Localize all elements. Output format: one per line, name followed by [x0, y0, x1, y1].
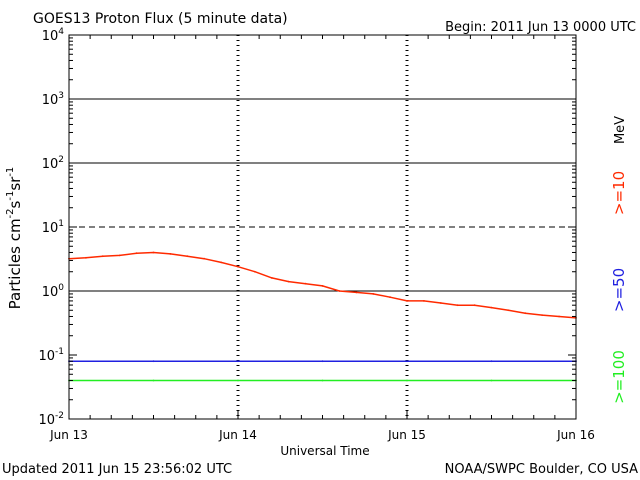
data-point	[321, 379, 324, 382]
legend-unit: MeV	[613, 116, 628, 144]
data-point	[406, 379, 408, 382]
data-point	[338, 290, 341, 292]
x-tick-label: Jun 16	[556, 428, 595, 442]
data-point	[473, 304, 476, 307]
data-point	[558, 315, 560, 318]
data-point	[237, 265, 239, 268]
data-point	[186, 255, 189, 258]
series-layer	[68, 251, 577, 382]
data-point	[406, 360, 408, 363]
data-point	[270, 277, 273, 279]
credit-label: NOAA/SWPC Boulder, CO USA	[445, 462, 638, 477]
data-point	[101, 255, 104, 258]
y-axis: 10-2 10-1 100 101 102 103 104	[38, 27, 576, 428]
y-tick-label: 100	[42, 283, 65, 300]
day-boundary-ticks	[236, 35, 409, 419]
y-tick-label: 104	[42, 27, 65, 44]
data-point	[439, 302, 442, 304]
y-tick-label: 10-2	[38, 411, 64, 428]
threshold-grid	[69, 98, 576, 292]
data-point	[254, 270, 256, 273]
legend-entry: >=10	[610, 171, 628, 215]
energy-legend: MeV >=10 >=50 >=100	[610, 116, 628, 404]
data-point	[169, 252, 172, 255]
data-point	[541, 314, 544, 317]
x-tick-label: Jun 14	[218, 428, 257, 442]
data-point	[507, 309, 510, 312]
x-tick-label: Jun 13	[49, 428, 88, 442]
data-point	[237, 360, 239, 363]
data-point	[152, 251, 155, 254]
data-point	[118, 254, 121, 257]
data-point	[490, 306, 493, 309]
y-tick-label: 10-1	[38, 347, 64, 364]
y-tick-label: 102	[42, 155, 64, 172]
updated-timestamp: Updated 2011 Jun 15 23:56:02 UTC	[2, 462, 232, 477]
data-point	[524, 312, 527, 315]
chart-title: GOES13 Proton Flux (5 minute data)	[33, 11, 288, 27]
legend-entry: >=100	[610, 350, 628, 404]
data-point	[389, 296, 391, 299]
data-point	[490, 379, 493, 382]
data-point	[490, 360, 493, 363]
y-tick-label: 101	[42, 219, 64, 236]
data-point	[406, 300, 408, 302]
data-point	[220, 261, 223, 264]
data-point	[355, 291, 358, 294]
data-point	[135, 252, 138, 255]
data-point	[152, 360, 155, 363]
data-point	[372, 293, 375, 295]
data-point	[237, 379, 239, 382]
data-point	[321, 285, 324, 287]
data-point	[423, 300, 425, 302]
x-axis-label: Universal Time	[280, 444, 369, 458]
y-tick-label: 103	[42, 91, 64, 108]
legend-entry: >=50	[610, 268, 628, 312]
data-point	[152, 379, 155, 382]
data-point	[321, 360, 324, 363]
data-point	[85, 256, 87, 259]
data-point	[456, 304, 459, 307]
begin-time-label: Begin: 2011 Jun 13 0000 UTC	[445, 20, 636, 35]
y-axis-label: Particles cm-2s-1sr-1	[5, 167, 24, 310]
x-axis: Jun 13 Jun 14 Jun 15 Jun 16	[49, 35, 595, 442]
data-point	[304, 282, 307, 285]
data-point	[287, 280, 290, 283]
x-tick-label: Jun 15	[387, 428, 426, 442]
data-point	[203, 257, 206, 260]
